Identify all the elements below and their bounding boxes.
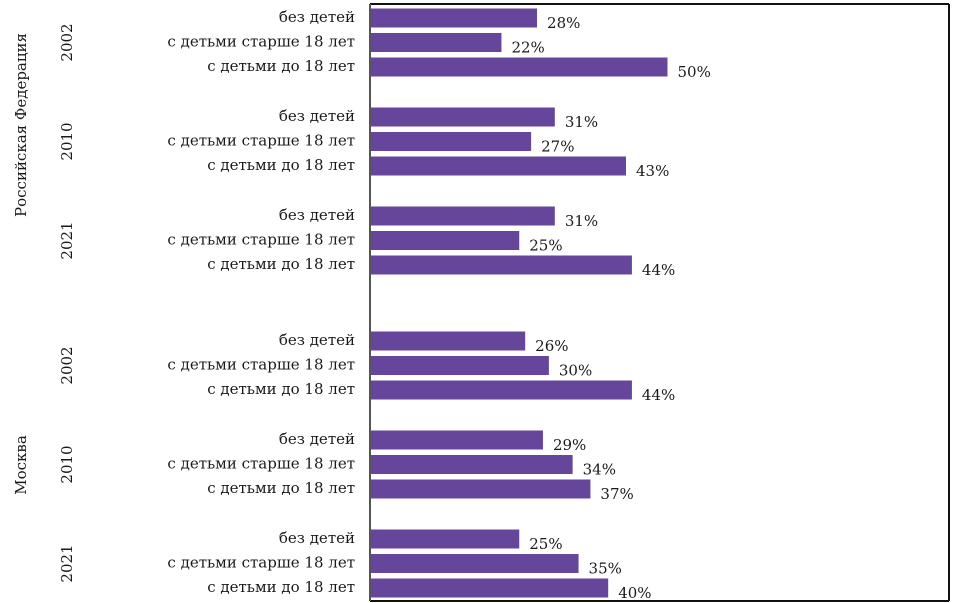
category-label: с детьми старше 18 лет bbox=[167, 132, 355, 150]
category-label: без детей bbox=[279, 107, 355, 125]
value-label: 25% bbox=[529, 535, 562, 553]
bar bbox=[371, 430, 543, 450]
category-label: без детей bbox=[279, 206, 355, 224]
value-label: 50% bbox=[678, 63, 711, 81]
bar bbox=[371, 255, 632, 275]
value-label: 35% bbox=[589, 560, 622, 578]
value-label: 34% bbox=[583, 461, 616, 479]
category-label: с детьми до 18 лет bbox=[207, 255, 355, 273]
category-label: с детьми старше 18 лет bbox=[167, 231, 355, 249]
bar bbox=[371, 578, 609, 598]
value-label: 40% bbox=[618, 584, 651, 602]
bar bbox=[371, 380, 632, 400]
year-label: 2021 bbox=[58, 544, 76, 582]
category-label: с детьми старше 18 лет bbox=[167, 554, 355, 572]
value-label: 31% bbox=[565, 212, 598, 230]
value-label: 25% bbox=[529, 237, 562, 255]
year-label: 2010 bbox=[58, 445, 76, 483]
bar bbox=[371, 479, 591, 499]
value-label: 30% bbox=[559, 362, 592, 380]
bar bbox=[371, 331, 526, 351]
value-label: 28% bbox=[547, 14, 580, 32]
bar bbox=[371, 57, 668, 77]
value-label: 27% bbox=[541, 138, 574, 156]
category-label: без детей bbox=[279, 8, 355, 26]
value-label: 31% bbox=[565, 113, 598, 131]
value-label: 26% bbox=[535, 337, 568, 355]
value-label: 44% bbox=[642, 261, 675, 279]
category-label: с детьми старше 18 лет bbox=[167, 356, 355, 374]
category-label: с детьми до 18 лет bbox=[207, 578, 355, 596]
bar bbox=[371, 132, 532, 151]
bar bbox=[371, 231, 520, 250]
value-label: 44% bbox=[642, 386, 675, 404]
bar bbox=[371, 529, 520, 549]
chart-marks: Российская Федерация 2002 без детей 28% с де… bbox=[12, 8, 711, 602]
bar bbox=[371, 206, 555, 226]
category-label: с детьми старше 18 лет bbox=[167, 455, 355, 473]
year-label: 2021 bbox=[58, 221, 76, 259]
year-label: 2002 bbox=[58, 23, 76, 61]
bar bbox=[371, 356, 549, 375]
category-label: с детьми до 18 лет bbox=[207, 479, 355, 497]
bar bbox=[371, 33, 502, 52]
category-label: без детей bbox=[279, 529, 355, 547]
region-label: Москва bbox=[12, 435, 30, 495]
category-label: без детей bbox=[279, 331, 355, 349]
region-label: Российская Федерация bbox=[12, 33, 30, 217]
category-label: с детьми до 18 лет bbox=[207, 57, 355, 75]
bar bbox=[371, 554, 579, 573]
value-label: 22% bbox=[511, 39, 544, 57]
value-label: 43% bbox=[636, 162, 669, 180]
value-label: 29% bbox=[553, 436, 586, 454]
bar bbox=[371, 156, 626, 176]
bar bbox=[371, 8, 538, 28]
category-label: с детьми до 18 лет bbox=[207, 156, 355, 174]
category-label: без детей bbox=[279, 430, 355, 448]
category-label: с детьми до 18 лет bbox=[207, 380, 355, 398]
category-label: с детьми старше 18 лет bbox=[167, 33, 355, 51]
plot-frame bbox=[369, 3, 950, 602]
year-label: 2010 bbox=[58, 122, 76, 160]
bar bbox=[371, 455, 573, 474]
year-label: 2002 bbox=[58, 346, 76, 384]
value-label: 37% bbox=[600, 485, 633, 503]
bar bbox=[371, 107, 555, 127]
